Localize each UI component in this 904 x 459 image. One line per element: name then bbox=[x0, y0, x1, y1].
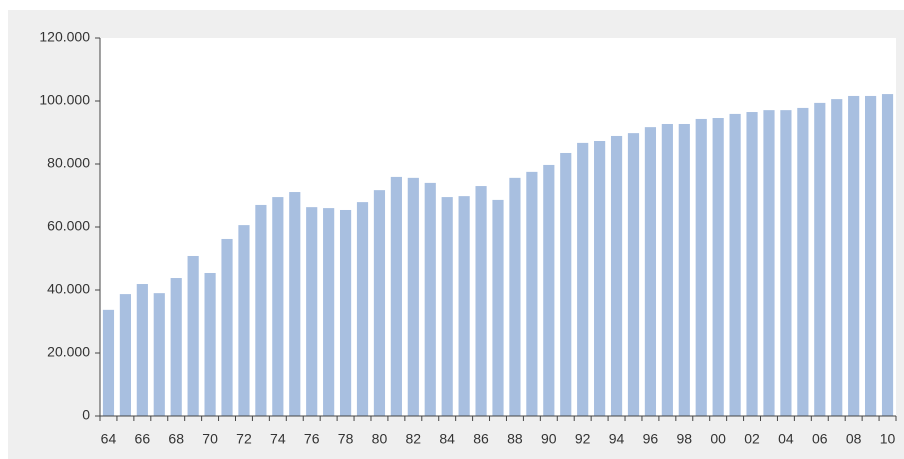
bar bbox=[610, 135, 623, 416]
bar bbox=[102, 309, 115, 416]
x-tick-label: 82 bbox=[406, 431, 422, 447]
y-tick-label: 80.000 bbox=[47, 155, 90, 171]
bar bbox=[577, 142, 589, 416]
bar bbox=[339, 209, 352, 416]
bar bbox=[543, 164, 555, 416]
x-tick-label: 02 bbox=[744, 431, 760, 447]
bar bbox=[356, 202, 369, 416]
x-tick-label: 10 bbox=[880, 431, 896, 447]
bar bbox=[729, 113, 741, 416]
bar bbox=[865, 95, 877, 417]
x-tick-label: 90 bbox=[541, 431, 557, 447]
x-tick-label: 88 bbox=[507, 431, 523, 447]
bar bbox=[289, 192, 301, 416]
bar bbox=[644, 127, 657, 417]
x-tick-label: 06 bbox=[812, 431, 828, 447]
x-tick-label: 70 bbox=[202, 431, 218, 447]
y-tick-label: 100.000 bbox=[39, 92, 90, 108]
y-tick-label: 120.000 bbox=[39, 29, 90, 45]
bar bbox=[661, 123, 673, 417]
x-tick-label: 66 bbox=[135, 431, 151, 447]
x-tick-label: 08 bbox=[846, 431, 862, 447]
bar bbox=[458, 196, 470, 416]
bar bbox=[153, 293, 165, 416]
bar bbox=[797, 107, 809, 417]
bar bbox=[492, 199, 504, 416]
bar bbox=[848, 95, 860, 417]
bar bbox=[170, 278, 182, 416]
bar bbox=[136, 284, 148, 416]
bar bbox=[373, 190, 386, 416]
bar bbox=[509, 177, 521, 416]
bar bbox=[306, 207, 318, 416]
y-tick-label: 20.000 bbox=[47, 344, 90, 360]
bar bbox=[475, 186, 487, 416]
bar bbox=[627, 133, 640, 416]
bar bbox=[204, 272, 216, 416]
x-tick-label: 84 bbox=[439, 431, 455, 447]
bar bbox=[560, 152, 572, 416]
bar bbox=[763, 110, 775, 416]
bar bbox=[187, 255, 199, 416]
bar bbox=[678, 123, 690, 417]
bar bbox=[390, 176, 402, 416]
bar bbox=[712, 118, 724, 416]
x-tick-label: 94 bbox=[609, 431, 625, 447]
bar bbox=[221, 238, 233, 416]
y-tick-label: 0 bbox=[82, 407, 90, 423]
bar bbox=[424, 182, 436, 416]
bar bbox=[119, 294, 131, 416]
x-tick-label: 92 bbox=[575, 431, 591, 447]
x-tick-label: 68 bbox=[168, 431, 184, 447]
bar bbox=[594, 141, 606, 416]
x-tick-label: 64 bbox=[101, 431, 117, 447]
bar bbox=[746, 112, 758, 417]
x-tick-label: 78 bbox=[338, 431, 354, 447]
bar bbox=[323, 208, 335, 416]
bar bbox=[441, 197, 453, 416]
bar bbox=[780, 110, 792, 416]
bar bbox=[814, 102, 826, 416]
y-tick-label: 60.000 bbox=[47, 218, 90, 234]
x-tick-label: 04 bbox=[778, 431, 794, 447]
x-tick-label: 80 bbox=[372, 431, 388, 447]
x-tick-label: 72 bbox=[236, 431, 252, 447]
bar bbox=[255, 204, 267, 416]
bar bbox=[238, 225, 250, 416]
bar bbox=[695, 118, 707, 416]
x-tick-label: 96 bbox=[643, 431, 659, 447]
bar bbox=[407, 177, 419, 416]
x-tick-label: 00 bbox=[710, 431, 726, 447]
bar bbox=[881, 94, 894, 416]
y-tick-label: 40.000 bbox=[47, 281, 90, 297]
bar bbox=[831, 99, 843, 417]
x-tick-label: 86 bbox=[473, 431, 489, 447]
x-tick-label: 74 bbox=[270, 431, 286, 447]
bar bbox=[272, 197, 284, 416]
x-tick-label: 76 bbox=[304, 431, 320, 447]
x-tick-label: 98 bbox=[677, 431, 693, 447]
bar bbox=[526, 171, 538, 416]
